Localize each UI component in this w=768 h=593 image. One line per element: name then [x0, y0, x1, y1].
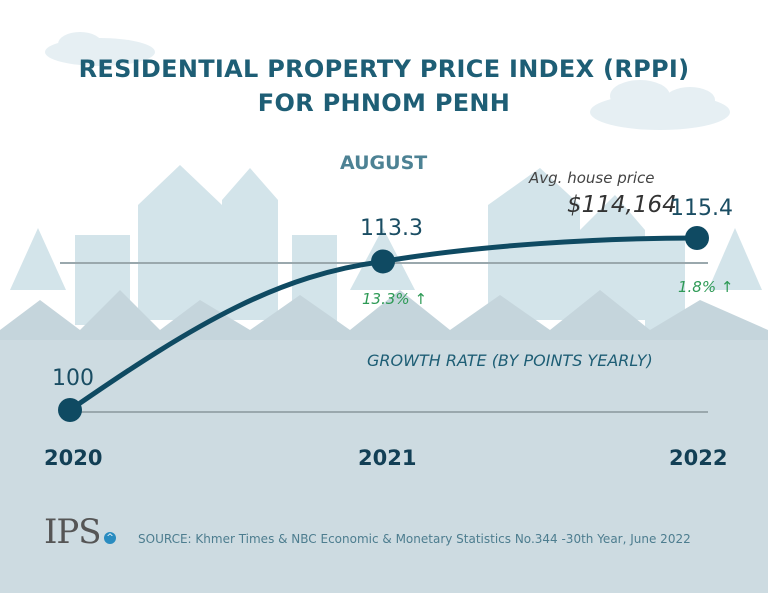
clouds	[45, 32, 730, 130]
source-note: SOURCE: Khmer Times & NBC Economic & Mon…	[138, 532, 691, 546]
x-tick-2020: 2020	[44, 446, 103, 470]
chevron-up-icon: ^	[104, 532, 116, 544]
growth-2021: 13.3% ↑	[362, 290, 427, 308]
ips-logo: IPS	[44, 512, 102, 552]
ground	[0, 340, 768, 593]
x-tick-2021: 2021	[358, 446, 417, 470]
data-label-2020: 100	[52, 366, 94, 391]
growth-value: 13.3%	[362, 290, 410, 308]
data-point-2022	[685, 226, 709, 250]
data-label-2021: 113.3	[360, 216, 423, 241]
data-point-2020	[58, 398, 82, 422]
growth-value: 1.8%	[678, 278, 717, 296]
chart-subtitle: AUGUST	[340, 152, 428, 174]
annotation-label: Avg. house price	[529, 169, 655, 187]
arrow-up-icon: ↑	[720, 278, 734, 296]
arrow-up-icon: ↑	[414, 290, 428, 308]
annotation-value: $114,164	[567, 192, 677, 218]
data-label-2022: 115.4	[670, 196, 733, 221]
title-line-1: RESIDENTIAL PROPERTY PRICE INDEX (RPPI)	[78, 55, 690, 83]
x-tick-2022: 2022	[669, 446, 728, 470]
chart-title: RESIDENTIAL PROPERTY PRICE INDEX (RPPI) …	[0, 52, 768, 120]
title-line-2: FOR PHNOM PENH	[257, 89, 511, 117]
growth-note: GROWTH RATE (BY POINTS YEARLY)	[367, 351, 653, 370]
growth-2022: 1.8% ↑	[678, 278, 733, 296]
data-point-2021	[371, 249, 395, 274]
